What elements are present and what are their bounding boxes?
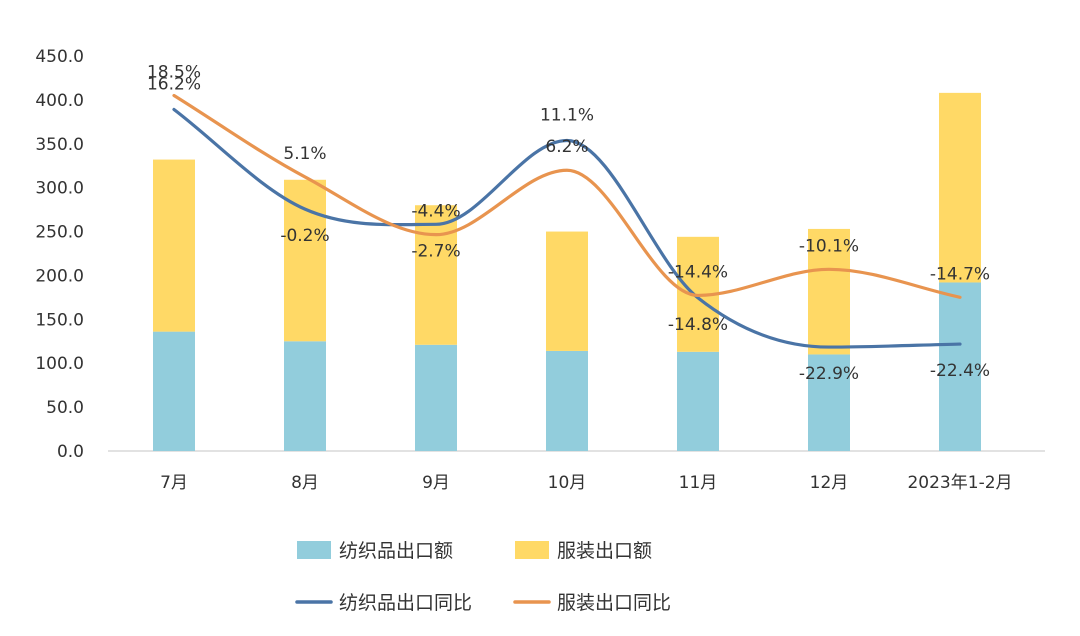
legend-label: 纺织品出口额: [339, 540, 453, 562]
y-tick-label: 450.0: [35, 47, 84, 67]
bar-textile: [677, 351, 719, 451]
textile-yoy-label: 16.2%: [147, 74, 201, 94]
y-tick-label: 400.0: [35, 91, 84, 111]
x-tick-label: 10月: [548, 473, 587, 493]
bar-series: [153, 92, 981, 451]
x-tick-label: 8月: [291, 473, 319, 493]
bar-textile: [939, 282, 981, 451]
apparel-yoy-label: 6.2%: [545, 137, 588, 157]
y-tick-label: 150.0: [35, 310, 84, 330]
line-apparel-yoy: [172, 93, 962, 299]
textile-yoy-label: -22.4%: [930, 361, 990, 381]
apparel-yoy-label: -14.7%: [930, 264, 990, 284]
bar-apparel: [808, 228, 850, 355]
y-tick-label: 300.0: [35, 179, 84, 199]
bar-textile: [415, 344, 457, 451]
apparel-yoy-label: -4.4%: [411, 202, 460, 222]
legend-label: 服装出口同比: [557, 592, 671, 614]
x-tick-label: 9月: [422, 473, 450, 493]
y-tick-label: 250.0: [35, 223, 84, 243]
x-tick-label: 7月: [160, 473, 188, 493]
line-textile-yoy: [172, 107, 962, 349]
legend-label: 纺织品出口同比: [339, 592, 472, 614]
x-tick-label: 12月: [810, 473, 849, 493]
legend-swatch: [297, 541, 331, 559]
x-tick-label: 2023年1-2月: [907, 473, 1012, 493]
bar-textile: [284, 341, 326, 451]
bar-textile: [808, 354, 850, 451]
apparel-yoy-label: 5.1%: [283, 144, 326, 164]
textile-yoy-label: -2.7%: [411, 241, 460, 261]
line-series: [172, 93, 962, 349]
bar-apparel: [546, 231, 588, 351]
textile-yoy-label: -14.8%: [668, 315, 728, 335]
bar-textile: [546, 350, 588, 451]
textile-yoy-label: -22.9%: [799, 364, 859, 384]
bar-textile: [153, 331, 195, 451]
apparel-yoy-label: -10.1%: [799, 236, 859, 256]
y-axis: 0.0 50.0 100.0 150.0 200.0 250.0 300.0 350.0 400…: [35, 47, 84, 462]
bar-apparel: [415, 205, 457, 345]
apparel-yoy-label: -14.4%: [668, 262, 728, 282]
bar-apparel: [939, 92, 981, 283]
bar-apparel: [284, 179, 326, 342]
percent-labels: 16.2% -0.2% -2.7% 11.1% -14.8% -22.9% -22.4% 18…: [147, 63, 990, 385]
legend-label: 服装出口额: [557, 540, 652, 562]
textile-yoy-label: 11.1%: [540, 105, 594, 125]
apparel-yoy-label: 18.5%: [147, 63, 201, 83]
bar-apparel: [153, 159, 195, 332]
y-tick-label: 350.0: [35, 135, 84, 155]
legend-swatch: [515, 541, 549, 559]
y-tick-label: 0.0: [57, 442, 84, 462]
x-axis: 7月 8月 9月 10月 11月 12月 2023年1-2月: [160, 473, 1012, 493]
y-tick-label: 100.0: [35, 354, 84, 374]
x-tick-label: 11月: [679, 473, 718, 493]
textile-yoy-label: -0.2%: [280, 226, 329, 246]
y-tick-label: 50.0: [46, 398, 84, 418]
y-tick-label: 200.0: [35, 266, 84, 286]
